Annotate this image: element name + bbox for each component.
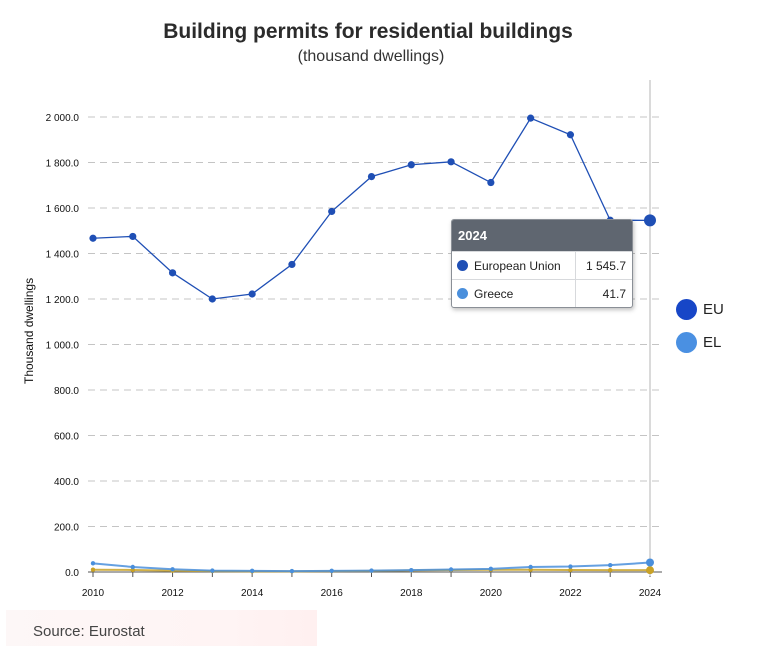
y-tick-label: 0.0	[65, 568, 79, 579]
tooltip-row-greece: Greece 41.7	[452, 279, 632, 307]
data-point-eu[interactable]	[129, 232, 137, 241]
tooltip-greece-name: Greece	[474, 286, 514, 301]
tooltip-eu-dot-icon	[457, 260, 468, 271]
x-tick-label: 2014	[241, 588, 264, 599]
data-point-el[interactable]	[528, 564, 533, 570]
data-point-el[interactable]	[249, 568, 255, 574]
data-point-eu[interactable]	[168, 269, 177, 277]
legend-el-dot-icon	[676, 331, 697, 353]
data-point-other[interactable]	[646, 566, 654, 575]
y-tick-label: 1 400.0	[46, 250, 80, 261]
x-tick-label: 2012	[161, 588, 184, 599]
data-point-other[interactable]	[608, 567, 613, 573]
legend-el-label: EL	[703, 333, 722, 351]
data-point-eu[interactable]	[527, 114, 535, 122]
y-tick-label: 1 000.0	[46, 341, 80, 352]
x-tick-label: 2010	[82, 588, 105, 599]
data-point-el[interactable]	[90, 561, 96, 566]
y-tick-label: 1 200.0	[46, 295, 80, 306]
data-point-el[interactable]	[170, 567, 175, 572]
data-point-el[interactable]	[329, 568, 334, 574]
series-lines[interactable]	[89, 114, 656, 575]
data-point-eu[interactable]	[328, 207, 336, 216]
data-point-el[interactable]	[568, 564, 573, 569]
y-tick-label: 400.0	[54, 477, 79, 488]
data-point-eu[interactable]	[288, 260, 296, 269]
y-axis-label: Thousand dwellings	[22, 277, 36, 384]
tooltip-eu-name: European Union	[474, 258, 561, 273]
data-point-eu[interactable]	[407, 161, 415, 169]
data-point-eu[interactable]	[447, 158, 455, 166]
grid-lines	[88, 116, 662, 527]
data-point-el[interactable]	[409, 567, 414, 573]
data-point-el[interactable]	[369, 568, 374, 573]
legend-eu-dot-icon	[676, 298, 697, 320]
x-tick-label: 2024	[639, 588, 662, 599]
source-text: Source: Eurostat	[33, 623, 145, 640]
data-point-other[interactable]	[568, 567, 573, 573]
y-tick-label: 800.0	[54, 386, 79, 397]
data-point-eu[interactable]	[566, 131, 575, 139]
data-point-el[interactable]	[488, 566, 494, 572]
y-tick-label: 1 800.0	[46, 159, 80, 170]
data-point-el[interactable]	[646, 558, 654, 567]
tooltip-row-eu: European Union 1 545.7	[452, 251, 632, 279]
y-tick-label: 600.0	[54, 432, 79, 443]
data-point-eu[interactable]	[487, 178, 495, 187]
chart-legend: EU EL	[676, 298, 724, 364]
x-tick-label: 2022	[559, 588, 582, 599]
data-point-el[interactable]	[210, 568, 215, 573]
data-point-eu[interactable]	[248, 290, 256, 298]
data-point-el[interactable]	[448, 567, 454, 572]
legend-item-el[interactable]: EL	[676, 331, 724, 353]
data-point-eu[interactable]	[208, 295, 216, 303]
x-tick-label: 2018	[400, 588, 423, 599]
x-tick-label: 2020	[480, 588, 503, 599]
data-point-eu[interactable]	[89, 234, 97, 242]
data-point-el[interactable]	[289, 568, 295, 574]
tooltip-greece-dot-icon	[457, 288, 468, 299]
data-point-el[interactable]	[608, 562, 613, 568]
y-tick-label: 1 600.0	[46, 204, 80, 215]
source-band	[6, 610, 317, 646]
x-tick-label: 2016	[321, 588, 344, 599]
chart-title: Building permits for residential buildin…	[163, 20, 573, 43]
chart-subtitle: (thousand dwellings)	[297, 48, 445, 65]
legend-item-eu[interactable]: EU	[676, 298, 724, 320]
tooltip-greece-value: 41.7	[602, 286, 626, 301]
tooltip-eu-value: 1 545.7	[585, 258, 626, 273]
y-tick-label: 200.0	[54, 523, 79, 534]
y-tick-label: 2 000.0	[46, 113, 80, 124]
data-point-el[interactable]	[130, 564, 135, 570]
x-axis: 2010 2012 2014 2016 2018 2020 2022 2024	[82, 571, 662, 599]
y-axis-ticks: 0.0 200.0 400.0 600.0 800.0 1 000.0 1 200.0 1 4…	[46, 113, 80, 579]
data-point-eu[interactable]	[644, 214, 656, 227]
tooltip-year: 2024	[452, 220, 632, 251]
data-tooltip: 2024 European Union 1 545.7 Greece 41.7	[451, 219, 633, 308]
data-point-other[interactable]	[90, 567, 96, 572]
data-point-eu[interactable]	[367, 173, 376, 181]
legend-eu-label: EU	[703, 300, 724, 318]
